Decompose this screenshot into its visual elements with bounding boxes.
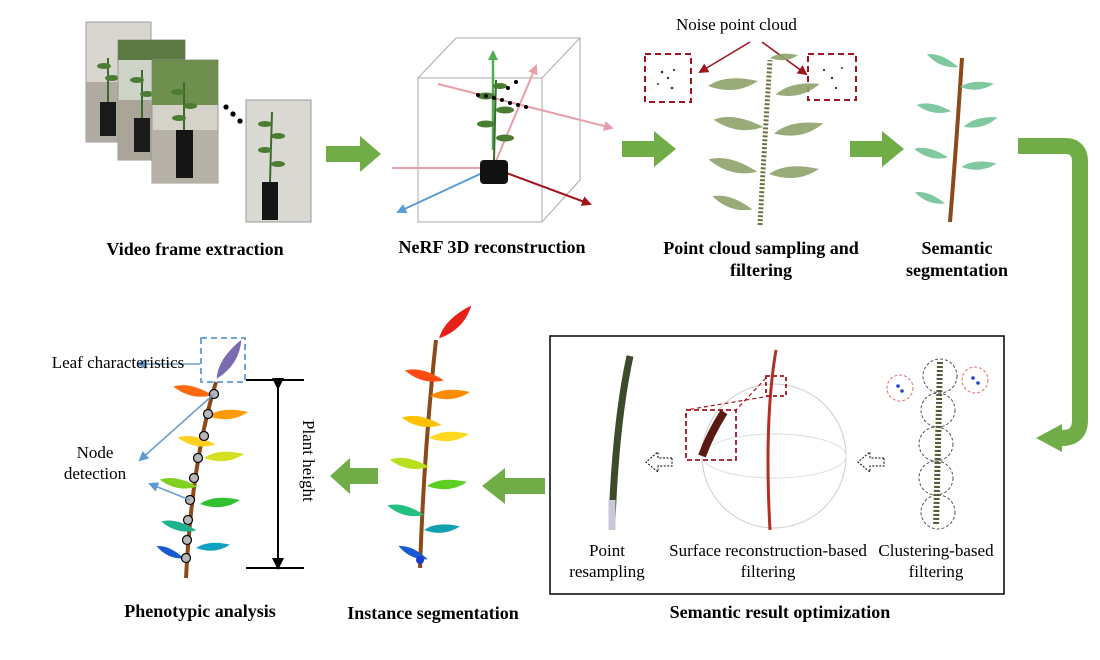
frame-ellipsis	[223, 104, 243, 124]
resampled-stem	[608, 355, 634, 530]
surface-reconstruction-sphere	[685, 349, 847, 531]
small-arrow-left-2	[857, 450, 885, 474]
label-video-frame-extraction: Video frame extraction	[106, 239, 284, 259]
label-semantic-segmentation: Semantic segmentation	[906, 238, 1008, 280]
video-frames	[85, 21, 312, 223]
label-node-detection: Node detection	[63, 443, 127, 483]
leaf-highlight-box	[200, 337, 246, 383]
label-plant-height: Plant height	[299, 420, 318, 502]
plant-height-bracket	[246, 378, 304, 570]
frame-4	[245, 99, 312, 223]
phenotype-plant	[155, 338, 248, 579]
small-arrow-left-1	[645, 450, 673, 474]
flow-arrow-3	[850, 131, 904, 167]
semantic-segmented-plant	[913, 49, 999, 223]
label-point-resampling: Point resampling	[569, 541, 645, 581]
point-cloud-plant	[707, 53, 825, 226]
nerf-axes	[392, 50, 614, 214]
label-clustering-filtering: Clustering-based filtering	[878, 541, 994, 581]
label-point-cloud-sampling: Point cloud sampling and filtering	[663, 238, 859, 280]
label-phenotypic-analysis: Phenotypic analysis	[124, 601, 276, 621]
flow-arrow-1	[326, 136, 381, 172]
instance-segmented-plant	[386, 303, 477, 569]
optimization-panel	[549, 335, 1005, 595]
annotation-pointers	[136, 359, 215, 501]
flow-arrow-2	[622, 131, 676, 167]
label-nerf-reconstruction: NeRF 3D reconstruction	[398, 237, 586, 257]
noise-point-cloud-callout	[644, 41, 857, 103]
label-semantic-result-optimization: Semantic result optimization	[669, 602, 891, 622]
nerf-plant	[476, 79, 528, 184]
nerf-bounding-box	[417, 37, 581, 223]
label-surface-reconstruction-filtering: Surface reconstruction-based filtering	[669, 541, 867, 581]
label-noise-point-cloud: Noise point cloud	[676, 15, 797, 34]
flow-arrow-4	[482, 468, 545, 504]
flow-arrow-5	[330, 458, 378, 494]
clustering-circles	[886, 358, 989, 530]
frame-3	[151, 59, 219, 184]
label-leaf-characteristics: Leaf characteristics	[51, 353, 185, 372]
label-instance-segmentation: Instance segmentation	[347, 603, 519, 623]
flow-arrow-curved	[1018, 138, 1088, 452]
